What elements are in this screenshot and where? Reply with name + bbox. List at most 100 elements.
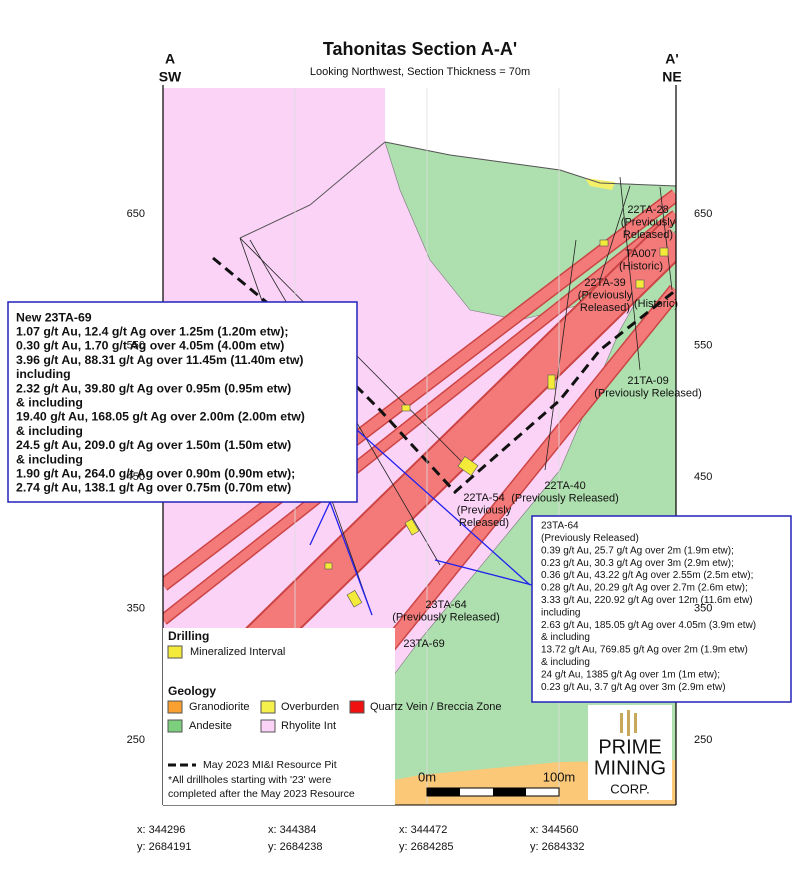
drill-hole [599, 185, 631, 281]
legend-swatch [167, 719, 183, 733]
legend-note: *All drillholes starting with '23' were [168, 774, 331, 786]
mineralized-interval [635, 279, 645, 289]
coordinate: x: 344384 [268, 824, 316, 836]
elevation-label: 250 [694, 734, 712, 746]
callout-line: 0.23 g/t Au, 30.3 g/t Ag over 3m (2.9m e… [541, 558, 734, 569]
callout-line: 13.72 g/t Au, 769.85 g/t Ag over 2m (1.9… [541, 645, 748, 656]
mineralized-intervals [324, 239, 669, 608]
section-end: NE [662, 69, 681, 85]
drill-hole [544, 239, 577, 471]
logo-bar [634, 713, 637, 733]
legend-swatch [260, 719, 276, 733]
scale-segment [493, 788, 526, 796]
mineralized-interval [404, 518, 420, 536]
drill-hole-label: (Previously Released) [594, 387, 702, 399]
drill-hole-label: Released) [580, 302, 630, 314]
leader [309, 501, 331, 546]
topography [384, 141, 676, 187]
callout-line: & including [541, 632, 590, 643]
callout-line: & including [16, 452, 83, 466]
elevation-label: 650 [694, 208, 712, 220]
legend-swatch [349, 700, 365, 714]
mineralized-interval [457, 456, 479, 476]
callout-line: & including [541, 657, 590, 668]
logo-mark [620, 710, 637, 736]
mineralized-interval [659, 247, 669, 257]
mineralized-interval [599, 239, 609, 247]
drill-hole-label: (Previously [621, 216, 676, 228]
drill-hole-label: 22TA-28 [627, 204, 668, 216]
mineralized-interval [346, 590, 363, 608]
mineralized-interval [324, 562, 333, 570]
callout-line: & including [16, 395, 83, 409]
logo-text: PRIME [598, 736, 661, 758]
mineralized-interval [401, 404, 411, 412]
elevation-label: 350 [694, 602, 712, 614]
scale-bar [426, 787, 560, 797]
callout-line: 1.90 g/t Au, 264.0 g/t Ag over 0.90m (0.… [16, 466, 295, 480]
leader [329, 501, 373, 616]
section-end: SW [159, 69, 182, 85]
elevation-label: 450 [694, 471, 712, 483]
legend-label: Andesite [189, 720, 232, 732]
vein [163, 190, 676, 590]
title: Tahonitas Section A-A' [323, 39, 517, 59]
logo-text: CORP. [610, 781, 650, 796]
legend-swatch [167, 645, 183, 659]
legend-label: May 2023 MI&I Resource Pit [203, 759, 337, 771]
callout-line: 23TA-64 [541, 521, 579, 532]
elevation-label: 350 [127, 602, 145, 614]
vein [163, 211, 676, 624]
sky [385, 88, 676, 186]
legend-swatch [260, 700, 276, 714]
callout-line: 3.33 g/t Au, 220.92 g/t Ag over 12m (11.… [541, 595, 753, 606]
callout-line: 0.39 g/t Au, 25.7 g/t Ag over 2m (1.9m e… [541, 545, 734, 556]
elevation-label: 550 [127, 339, 145, 351]
logo-bar [627, 710, 630, 736]
callout-line: 0.28 g/t Au, 20.29 g/t Ag over 2.7m (2.6… [541, 583, 748, 594]
callout-line: 2.74 g/t Au, 138.1 g/t Ag over 0.75m (0.… [16, 481, 291, 495]
drill-hole-label: (Previously Released) [392, 611, 500, 623]
scale-segment [427, 788, 460, 796]
elevation-label: 650 [127, 208, 145, 220]
scale-label: 0m [418, 769, 436, 784]
callout-line: including [16, 367, 71, 381]
coordinate: y: 2684238 [268, 841, 322, 853]
callout-line: including [541, 607, 580, 618]
drill-hole-label: (Previously [457, 504, 512, 516]
callout-line: 1.07 g/t Au, 12.4 g/t Ag over 1.25m (1.2… [16, 324, 288, 338]
drill-hole-label: Released) [623, 229, 673, 241]
callout-line: New 23TA-69 [16, 310, 92, 324]
coordinate: x: 344560 [530, 824, 578, 836]
topography [239, 141, 386, 239]
legend-heading: Drilling [168, 629, 209, 643]
callout-box [531, 515, 792, 703]
elevation-label: 450 [127, 471, 145, 483]
logo-text: MINING [594, 757, 666, 779]
coordinate: x: 344296 [137, 824, 185, 836]
legend-swatch [167, 700, 183, 714]
legend-label: Overburden [281, 701, 339, 713]
leader [356, 429, 531, 586]
drill-hole-label: 23TA-69 [403, 638, 444, 650]
drill-hole-label: (Previously [578, 289, 633, 301]
legend-note: completed after the May 2023 Resource [168, 788, 355, 800]
callout-line: 24 g/t Au, 1385 g/t Ag over 1m (1m etw); [541, 669, 720, 680]
legend-label: Rhyolite Int [281, 720, 336, 732]
elevation-label: 250 [127, 734, 145, 746]
callout-line: 3.96 g/t Au, 88.31 g/t Ag over 11.45m (1… [16, 353, 304, 367]
callout-box [7, 301, 358, 503]
scale-label: 100m [543, 769, 576, 784]
drill-hole [659, 186, 673, 291]
callout-line: 0.23 g/t Au, 3.7 g/t Ag over 3m (2.9m et… [541, 682, 726, 693]
drill-hole-label: (Historic) [634, 298, 678, 310]
callout-line: 0.36 g/t Au, 43.22 g/t Ag over 2.55m (2.… [541, 570, 753, 581]
drill-hole-label: 22TA-39 [584, 277, 625, 289]
drill-hole-label: Released) [459, 517, 509, 529]
coordinate: y: 2684285 [399, 841, 453, 853]
elevation-label: 550 [694, 339, 712, 351]
coordinate: y: 2684332 [530, 841, 584, 853]
mineralized-interval [547, 374, 556, 390]
legend-label: Mineralized Interval [190, 646, 285, 658]
